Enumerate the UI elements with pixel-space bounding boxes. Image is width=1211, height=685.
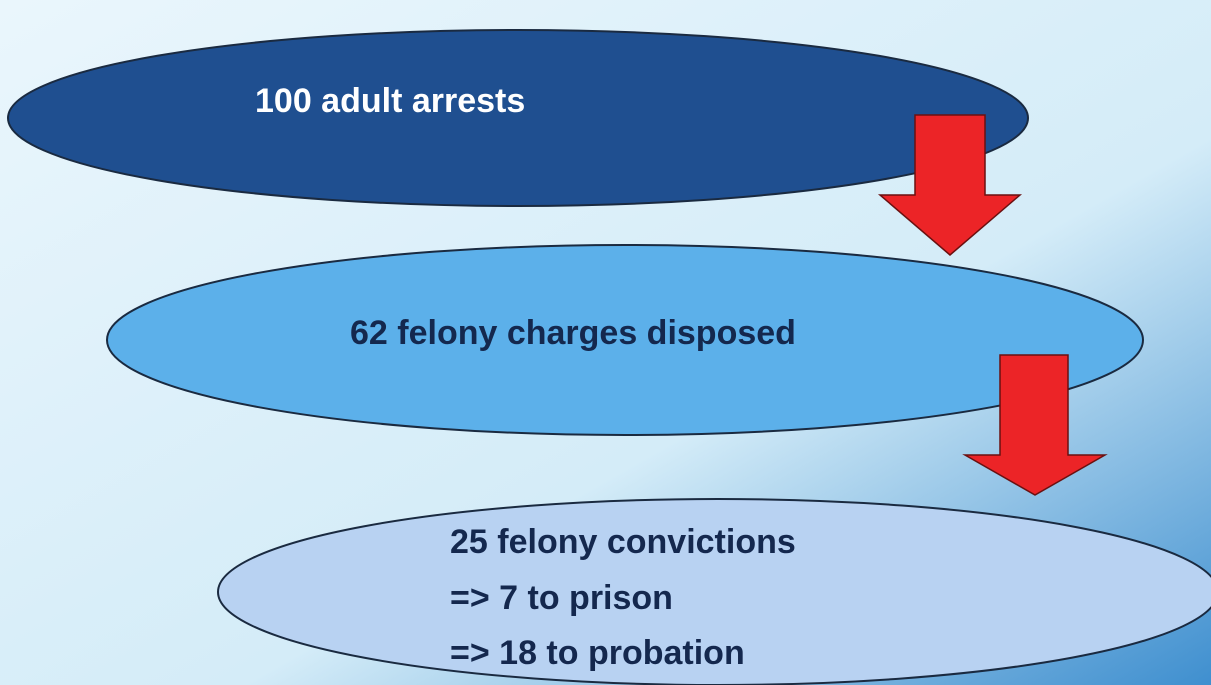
stage-detail: => 18 to probation <box>450 634 745 672</box>
stage-label: 25 felony convictions <box>450 523 796 561</box>
stage-ellipse <box>217 498 1211 685</box>
stage-label: 100 adult arrests <box>255 82 525 120</box>
stage-detail: => 7 to prison <box>450 579 673 617</box>
arrow <box>877 114 1023 256</box>
stage-label: 62 felony charges disposed <box>350 314 796 352</box>
stage-ellipse <box>7 29 1029 207</box>
arrow <box>962 354 1108 496</box>
stage-ellipse <box>106 244 1144 436</box>
